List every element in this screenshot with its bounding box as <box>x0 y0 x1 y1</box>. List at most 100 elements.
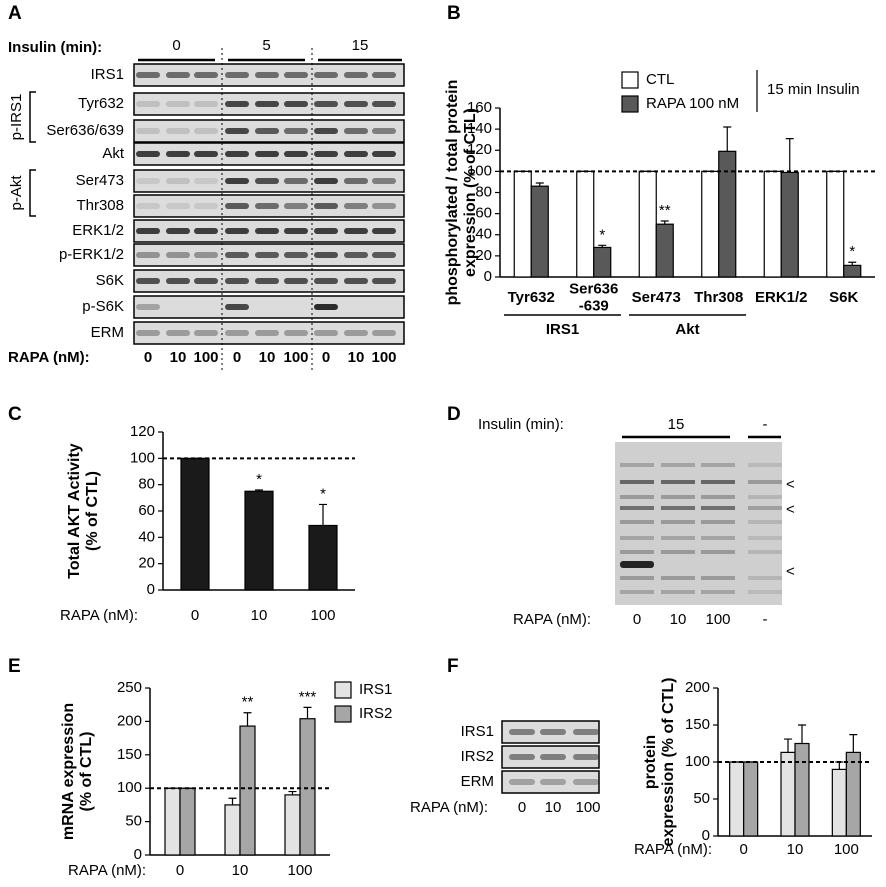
error-bar <box>848 261 857 266</box>
x-tick-label: 10 <box>232 862 249 879</box>
band <box>661 495 695 499</box>
band <box>225 203 249 209</box>
rapa-label: RAPA (nM): <box>8 349 90 366</box>
insulin-group: 5 <box>262 37 270 54</box>
y-tick-label: 100 <box>117 779 142 796</box>
band <box>136 252 160 258</box>
band <box>509 779 535 785</box>
bar <box>763 170 782 278</box>
band <box>620 520 654 524</box>
y-tick-label: 120 <box>130 423 155 440</box>
band <box>225 128 249 134</box>
band <box>284 101 308 107</box>
bar <box>179 787 196 856</box>
band <box>701 463 735 467</box>
band <box>748 463 782 467</box>
band <box>166 203 190 209</box>
band <box>284 72 308 78</box>
insulin-label: Insulin (min): <box>478 416 564 433</box>
y-tick-label: 160 <box>467 99 492 116</box>
band <box>344 228 368 234</box>
rapa-dose: 0 <box>322 349 330 366</box>
y-tick-label: 40 <box>138 528 155 545</box>
band <box>314 228 338 234</box>
band <box>166 128 190 134</box>
band <box>136 278 160 284</box>
band <box>509 754 535 760</box>
bar <box>593 246 612 278</box>
band <box>372 278 396 284</box>
band <box>314 101 338 107</box>
band <box>136 304 160 310</box>
band <box>136 151 160 157</box>
x-tick-label: 0 <box>176 862 184 879</box>
bar <box>164 787 181 856</box>
bar <box>718 150 737 278</box>
x-tick-label: 100 <box>310 607 335 624</box>
band <box>661 520 695 524</box>
y-tick-label: 100 <box>130 449 155 466</box>
rapa-dose: 0 <box>144 349 152 366</box>
bracket <box>29 169 36 217</box>
x-tick-label: Tyr632 <box>508 289 555 306</box>
band <box>620 506 654 510</box>
band <box>314 330 338 336</box>
band <box>136 330 160 336</box>
rapa-dose: 0 <box>233 349 241 366</box>
band <box>314 203 338 209</box>
x-axis-label: RAPA (nM): <box>68 862 146 879</box>
group-label: Akt <box>675 321 699 338</box>
blot-row-label: Thr308 <box>76 197 124 214</box>
blot-row-label: IRS1 <box>91 66 124 83</box>
error-bar <box>303 706 312 719</box>
y-tick-label: 0 <box>147 581 155 598</box>
band <box>620 536 654 540</box>
panel-label: E <box>8 656 21 677</box>
band <box>372 151 396 157</box>
legend-swatch <box>621 71 639 89</box>
band <box>372 178 396 184</box>
band <box>701 480 735 484</box>
band <box>166 101 190 107</box>
rapa-dose: 10 <box>259 349 276 366</box>
band <box>661 463 695 467</box>
y-axis-label: proteinexpression (% of CTL) <box>642 678 677 847</box>
y-tick-label: 200 <box>117 712 142 729</box>
band <box>372 228 396 234</box>
x-tick-label: ERK1/2 <box>755 289 808 306</box>
panel-label: D <box>447 404 461 425</box>
band <box>620 463 654 467</box>
y-tick-label: 100 <box>685 753 710 770</box>
band <box>701 520 735 524</box>
band <box>255 128 279 134</box>
bar <box>729 761 745 837</box>
band <box>136 178 160 184</box>
band <box>748 536 782 540</box>
y-tick-label: 20 <box>475 247 492 264</box>
y-tick-label: 250 <box>117 679 142 696</box>
blot-row-label: Akt <box>102 145 125 162</box>
x-tick-label: 100 <box>287 862 312 879</box>
error-bar <box>723 126 732 152</box>
band <box>225 304 249 310</box>
band <box>372 203 396 209</box>
band <box>372 252 396 258</box>
band <box>166 278 190 284</box>
band <box>314 304 338 310</box>
bar <box>780 751 796 837</box>
band <box>284 203 308 209</box>
band <box>573 754 599 760</box>
band <box>284 252 308 258</box>
band <box>225 178 249 184</box>
band <box>344 72 368 78</box>
significance: *** <box>299 688 317 705</box>
y-tick-label: 0 <box>702 827 710 844</box>
y-tick-label: 0 <box>134 846 142 863</box>
band <box>284 178 308 184</box>
band <box>255 72 279 78</box>
band <box>701 506 735 510</box>
band <box>620 550 654 554</box>
band <box>661 506 695 510</box>
y-tick-label: 60 <box>138 502 155 519</box>
